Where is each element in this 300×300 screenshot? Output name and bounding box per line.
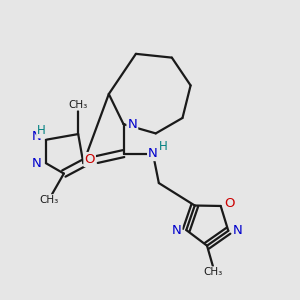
Text: CH₃: CH₃ xyxy=(69,100,88,110)
Text: N: N xyxy=(172,224,182,237)
Text: CH₃: CH₃ xyxy=(40,195,59,205)
Text: H: H xyxy=(159,140,168,153)
Text: CH₃: CH₃ xyxy=(203,267,223,277)
Text: N: N xyxy=(31,157,41,170)
Text: O: O xyxy=(84,153,95,166)
Text: H: H xyxy=(37,124,46,137)
Text: N: N xyxy=(233,224,243,237)
Text: N: N xyxy=(148,147,158,160)
Text: O: O xyxy=(224,196,235,209)
Text: N: N xyxy=(128,118,137,131)
Text: N: N xyxy=(32,130,42,143)
